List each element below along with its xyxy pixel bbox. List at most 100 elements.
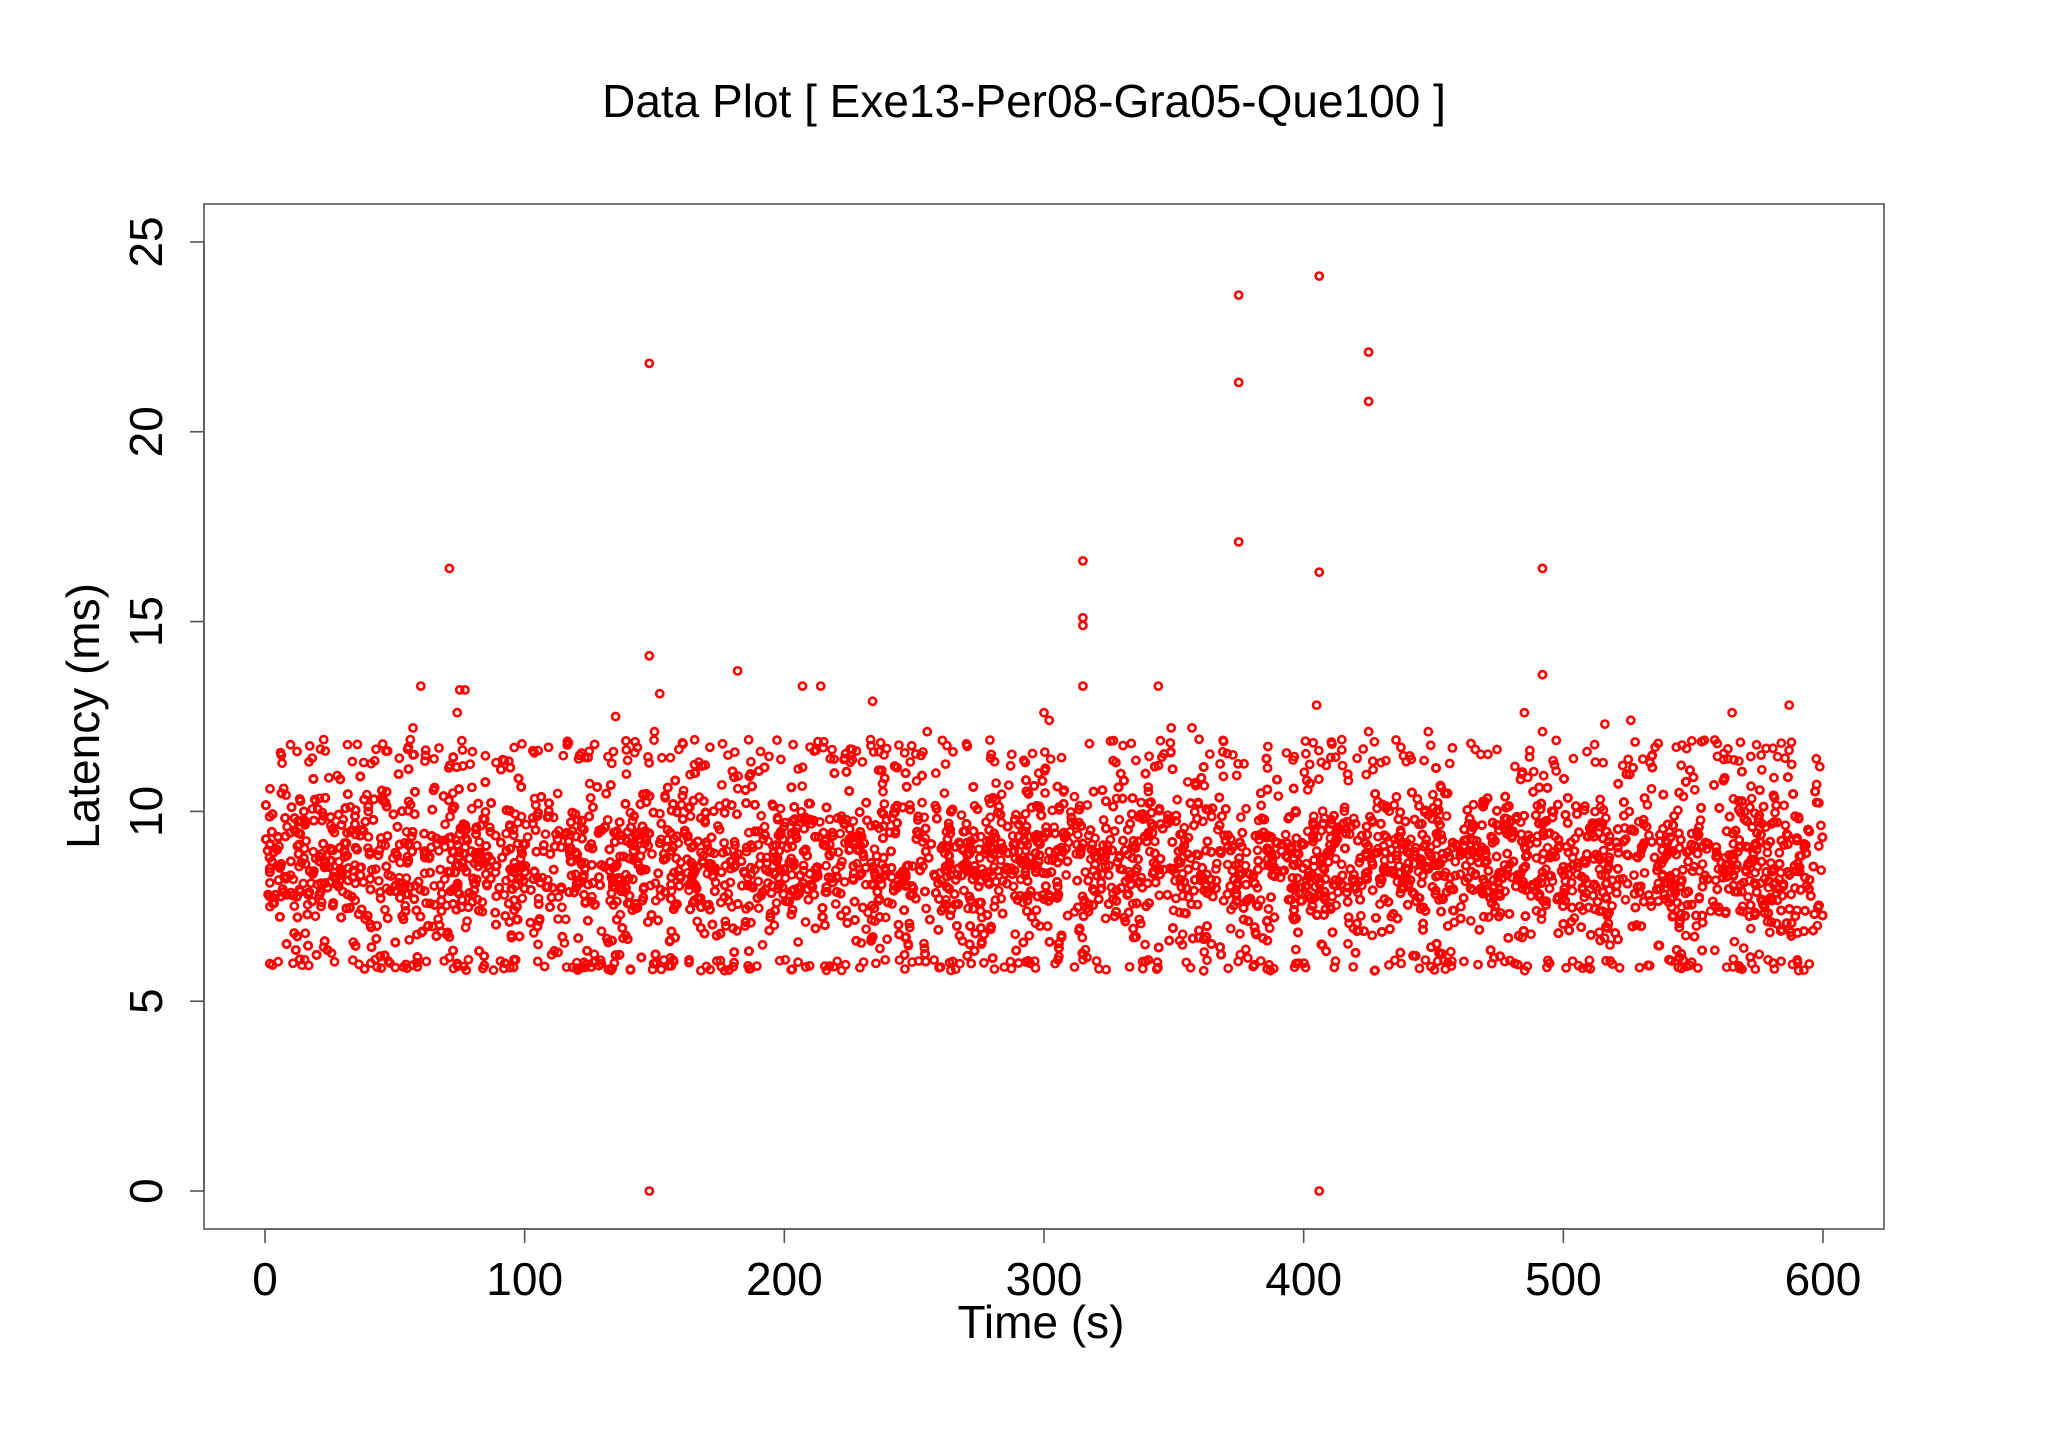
data-point	[1680, 930, 1691, 941]
data-point	[400, 900, 411, 911]
data-point	[1428, 789, 1438, 800]
data-point	[1061, 870, 1072, 880]
data-point	[660, 790, 670, 801]
data-point	[1389, 800, 1400, 810]
data-point	[548, 812, 559, 823]
data-point	[544, 811, 554, 822]
data-point	[904, 922, 915, 933]
data-point	[1231, 770, 1242, 781]
data-point	[1241, 803, 1251, 814]
data-point	[1629, 870, 1639, 880]
data-point	[516, 811, 527, 822]
data-point	[1256, 800, 1267, 811]
data-point	[1240, 944, 1251, 955]
data-point	[1168, 905, 1179, 916]
data-point	[560, 914, 571, 925]
data-point	[533, 893, 544, 904]
data-point	[1145, 846, 1155, 857]
data-point	[314, 793, 325, 804]
data-point	[1746, 781, 1756, 792]
data-point	[445, 811, 455, 822]
data-point	[800, 917, 811, 927]
data-point	[474, 837, 485, 847]
data-point	[647, 849, 657, 859]
data-point	[466, 782, 477, 793]
data-point	[1154, 890, 1165, 901]
data-point	[439, 874, 450, 885]
data-point	[1769, 772, 1779, 783]
data-point	[1526, 929, 1536, 940]
data-point	[830, 899, 841, 909]
data-point	[557, 902, 567, 913]
data-point	[1743, 892, 1753, 902]
data-point	[1598, 805, 1609, 815]
data-point	[363, 806, 374, 817]
data-point	[1816, 820, 1826, 831]
data-point	[323, 772, 334, 783]
data-point	[824, 814, 835, 825]
data-point	[1780, 820, 1791, 831]
data-point	[1697, 859, 1708, 869]
data-point	[1314, 774, 1324, 785]
data-point	[1211, 864, 1221, 874]
data-point	[1567, 885, 1578, 896]
data-point	[1816, 865, 1826, 876]
data-point	[1689, 784, 1700, 795]
data-point	[1100, 913, 1111, 924]
data-point	[484, 822, 495, 833]
data-point	[301, 836, 311, 846]
data-point	[1590, 806, 1600, 817]
data-point	[1396, 827, 1406, 838]
data-point	[1445, 946, 1456, 957]
data-point	[769, 920, 780, 931]
data-point	[419, 868, 430, 879]
data-point	[1613, 847, 1624, 858]
data-point	[553, 914, 563, 924]
data-point	[1450, 856, 1461, 867]
data-point	[1135, 918, 1146, 929]
data-point	[1779, 800, 1789, 811]
data-point	[1707, 896, 1718, 907]
data-point	[1241, 847, 1252, 857]
data-point	[985, 812, 996, 823]
data-point	[1528, 766, 1539, 777]
data-point	[1290, 944, 1301, 955]
data-point	[685, 811, 696, 822]
data-point	[1760, 822, 1771, 832]
data-point	[316, 878, 326, 889]
data-point	[911, 776, 922, 786]
data-point	[1242, 953, 1253, 963]
data-point	[530, 800, 541, 810]
data-point	[921, 903, 931, 914]
data-point	[1756, 764, 1767, 775]
data-point	[1236, 812, 1246, 823]
data-point	[753, 876, 764, 887]
data-point	[698, 850, 709, 861]
data-point	[281, 790, 291, 800]
data-point	[1218, 771, 1229, 782]
data-point	[1199, 947, 1210, 957]
data-point	[1082, 800, 1093, 810]
data-point	[875, 943, 885, 954]
data-point	[968, 904, 978, 914]
data-point	[1367, 857, 1377, 867]
data-point	[786, 869, 797, 880]
data-point	[678, 785, 689, 796]
data-point	[1745, 923, 1756, 934]
data-point	[1080, 867, 1091, 877]
data-point	[289, 901, 300, 911]
data-point	[539, 840, 549, 851]
data-point	[1738, 943, 1749, 953]
data-point	[1813, 841, 1824, 851]
data-point	[540, 829, 551, 840]
data-point	[1670, 888, 1681, 898]
data-point	[596, 926, 607, 937]
data-point	[1020, 845, 1031, 856]
data-point	[1069, 791, 1080, 802]
data-point	[821, 860, 831, 871]
data-point	[720, 916, 731, 927]
data-point	[1541, 896, 1552, 907]
data-point	[1456, 901, 1466, 912]
data-point	[685, 769, 695, 780]
data-point	[1225, 923, 1236, 934]
